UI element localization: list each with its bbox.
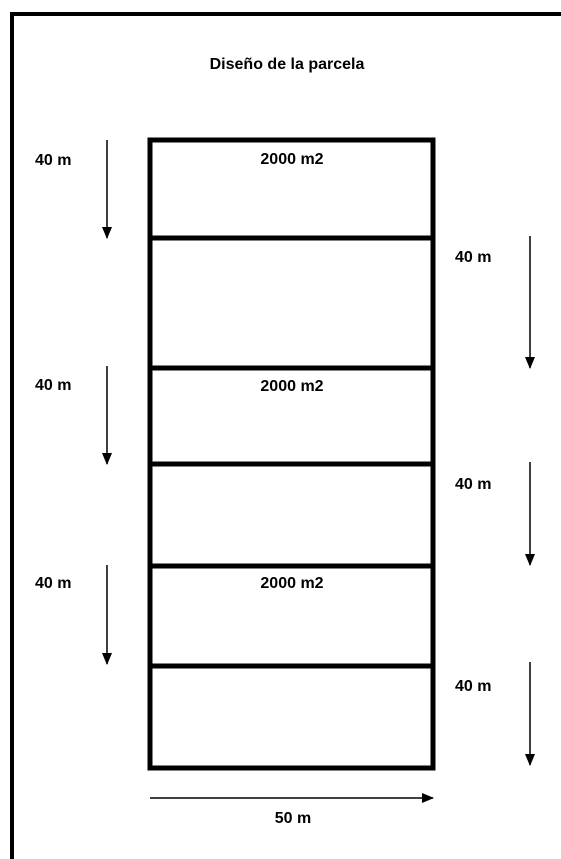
title: Diseño de la parcela [210,56,365,73]
plot-area: 2000 m2 [260,575,323,592]
width-label: 50 m [275,810,311,827]
plot-area: 2000 m2 [260,151,323,168]
right-length: 40 m [455,249,491,266]
right-length: 40 m [455,476,491,493]
dividers [150,235,433,669]
page-frame [10,12,561,859]
right-length: 40 m [455,678,491,695]
plot-area: 2000 m2 [260,378,323,395]
left-length: 40 m [35,575,71,592]
left-length: 40 m [35,377,71,394]
left-length: 40 m [35,152,71,169]
parcel-outline [147,137,436,771]
